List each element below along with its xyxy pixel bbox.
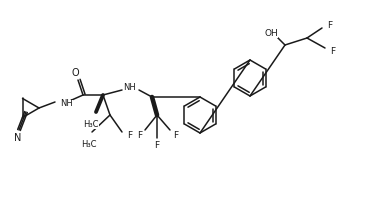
Text: F: F [327, 21, 332, 31]
Text: NH: NH [124, 83, 136, 92]
Text: O: O [71, 68, 79, 78]
Text: OH: OH [264, 29, 278, 38]
Text: NH: NH [60, 100, 73, 109]
Text: F: F [154, 141, 160, 150]
Text: F: F [174, 131, 179, 140]
Text: H₃C: H₃C [83, 120, 99, 129]
Text: N: N [14, 133, 22, 143]
Text: F: F [138, 131, 143, 140]
Text: F: F [330, 48, 335, 57]
Text: F: F [127, 132, 132, 141]
Text: H₃C: H₃C [81, 140, 97, 149]
